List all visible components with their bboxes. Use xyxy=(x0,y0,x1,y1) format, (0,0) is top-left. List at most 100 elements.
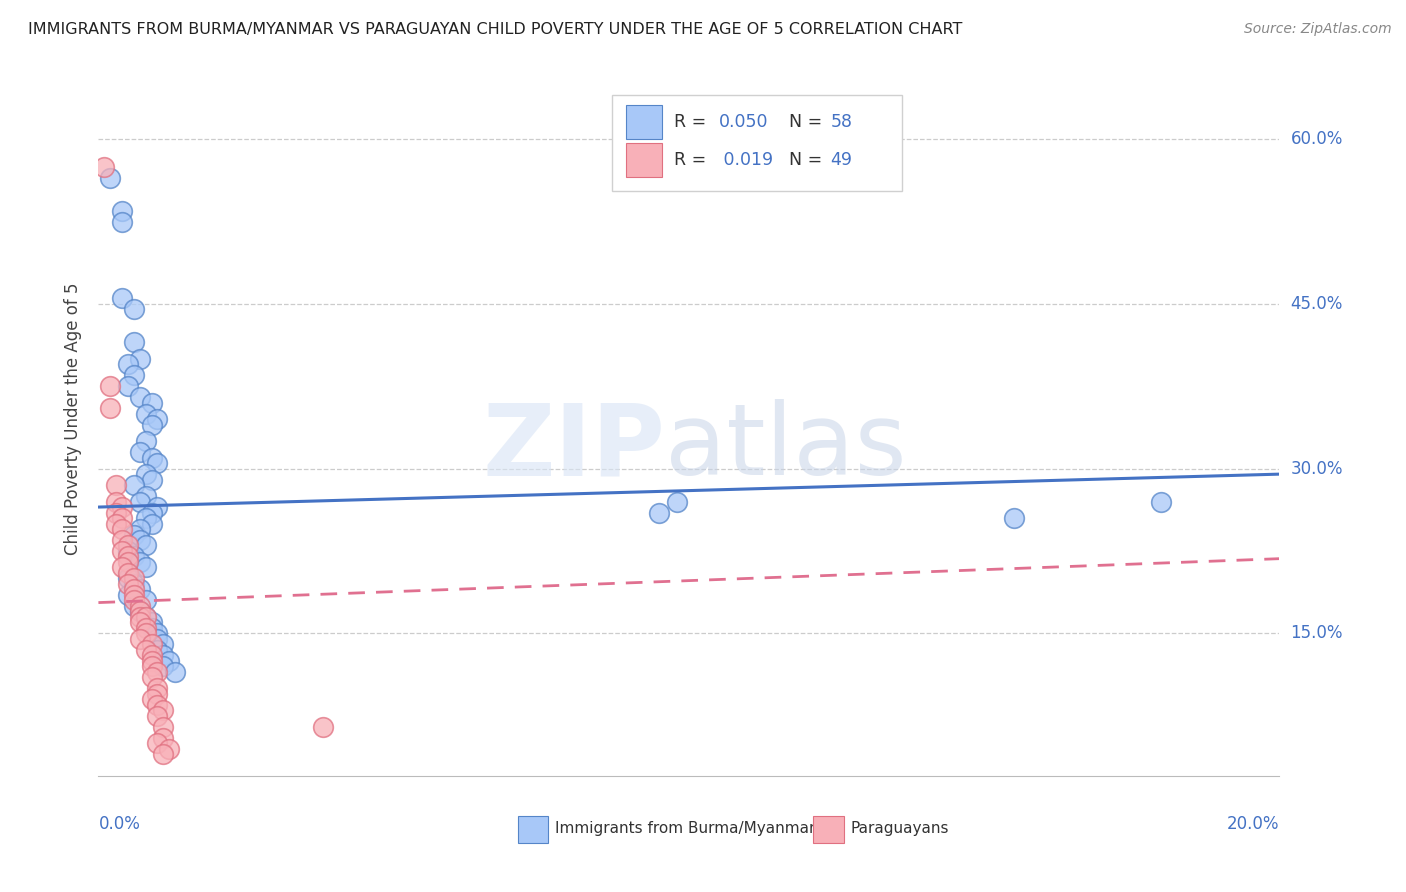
Point xyxy=(666,494,689,508)
Point xyxy=(128,351,150,366)
Point xyxy=(98,379,121,393)
Y-axis label: Child Poverty Under the Age of 5: Child Poverty Under the Age of 5 xyxy=(65,283,83,556)
Point xyxy=(146,687,169,701)
Text: N =: N = xyxy=(789,152,828,169)
Point xyxy=(141,396,163,410)
Point xyxy=(111,533,134,547)
Point xyxy=(152,731,174,745)
Point xyxy=(122,571,145,585)
Point xyxy=(141,621,163,635)
Point xyxy=(117,555,139,569)
Point xyxy=(146,626,169,640)
Point xyxy=(122,593,145,607)
Text: Source: ZipAtlas.com: Source: ZipAtlas.com xyxy=(1244,22,1392,37)
Point xyxy=(135,621,157,635)
Point xyxy=(128,582,150,597)
Point xyxy=(128,555,150,569)
Text: 45.0%: 45.0% xyxy=(1291,295,1343,313)
Text: 20.0%: 20.0% xyxy=(1227,815,1279,833)
Point xyxy=(146,665,169,679)
Point xyxy=(146,500,169,514)
Point xyxy=(128,445,150,459)
Point xyxy=(111,544,134,558)
Point xyxy=(98,401,121,416)
Point xyxy=(146,412,169,426)
Text: ZIP: ZIP xyxy=(482,400,665,496)
Point xyxy=(128,390,150,404)
Point xyxy=(312,720,335,734)
Point xyxy=(1002,511,1025,525)
Point xyxy=(128,494,150,508)
Point xyxy=(122,527,145,541)
Text: R =: R = xyxy=(673,112,711,130)
Point xyxy=(111,522,134,536)
Point xyxy=(146,642,169,657)
Point xyxy=(117,549,139,564)
Point xyxy=(128,615,150,630)
Point xyxy=(648,506,671,520)
Bar xyxy=(626,143,662,178)
Point xyxy=(141,506,163,520)
Point xyxy=(122,549,145,564)
Point xyxy=(128,599,150,613)
Point xyxy=(122,368,145,383)
Point xyxy=(98,170,121,185)
Point xyxy=(135,434,157,449)
Text: 30.0%: 30.0% xyxy=(1291,459,1343,477)
Text: R =: R = xyxy=(673,152,711,169)
Point xyxy=(117,566,139,580)
Bar xyxy=(626,104,662,139)
Point xyxy=(117,539,139,553)
Point xyxy=(135,642,157,657)
Point xyxy=(141,417,163,432)
Point xyxy=(122,588,145,602)
Point xyxy=(105,506,128,520)
Point xyxy=(122,577,145,591)
Point xyxy=(152,637,174,651)
Point xyxy=(135,539,157,553)
Point xyxy=(141,450,163,465)
Bar xyxy=(813,816,844,843)
Point xyxy=(135,626,157,640)
Point xyxy=(111,511,134,525)
Point xyxy=(111,500,134,514)
Text: 49: 49 xyxy=(831,152,852,169)
Point xyxy=(105,516,128,531)
Point xyxy=(122,478,145,492)
Point xyxy=(135,407,157,421)
Point xyxy=(146,736,169,750)
Point xyxy=(111,203,134,218)
Point xyxy=(135,610,157,624)
Point xyxy=(128,604,150,618)
Point xyxy=(105,478,128,492)
Point xyxy=(122,335,145,350)
Point xyxy=(141,654,163,668)
Point xyxy=(157,654,180,668)
Point xyxy=(111,292,134,306)
Point xyxy=(117,588,139,602)
Point xyxy=(141,659,163,673)
Point xyxy=(122,302,145,317)
Text: 0.019: 0.019 xyxy=(718,152,773,169)
Point xyxy=(135,593,157,607)
Point xyxy=(135,467,157,482)
Text: 58: 58 xyxy=(831,112,852,130)
Point xyxy=(146,456,169,470)
Bar xyxy=(612,95,901,191)
Text: 60.0%: 60.0% xyxy=(1291,130,1343,148)
Point xyxy=(146,698,169,712)
Point xyxy=(117,544,139,558)
Point xyxy=(146,708,169,723)
Text: Immigrants from Burma/Myanmar: Immigrants from Burma/Myanmar xyxy=(555,822,815,837)
Text: N =: N = xyxy=(789,112,828,130)
Point xyxy=(117,571,139,585)
Point xyxy=(117,577,139,591)
Text: Paraguayans: Paraguayans xyxy=(851,822,949,837)
Bar xyxy=(517,816,548,843)
Text: 0.050: 0.050 xyxy=(718,112,768,130)
Point xyxy=(117,379,139,393)
Point xyxy=(146,681,169,696)
Point xyxy=(128,610,150,624)
Point xyxy=(141,648,163,663)
Point xyxy=(141,637,163,651)
